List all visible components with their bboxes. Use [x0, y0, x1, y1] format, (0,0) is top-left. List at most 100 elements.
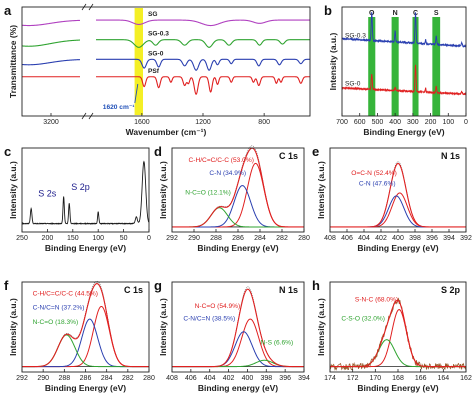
component-label: N-C=O (54.9%)	[195, 303, 241, 310]
plot-frame	[171, 281, 305, 373]
x-tick-label: 292	[16, 375, 28, 382]
x-tick-label: 166	[415, 375, 427, 382]
x-axis-label: Wavenumber (cm⁻¹)	[126, 127, 207, 137]
x-tick-label: 394	[298, 375, 310, 382]
x-tick-label: 288	[210, 235, 222, 242]
x-axis-label: Binding Energy (eV)	[363, 127, 444, 137]
annotation-arrow	[134, 83, 139, 104]
fit-component-0	[330, 192, 466, 228]
y-axis-label: Transmittance (%)	[8, 25, 18, 98]
fit-envelope	[330, 299, 466, 368]
x-tick-label: 200	[425, 119, 437, 126]
element-band-label: N	[393, 10, 398, 17]
component-label: N-S (6.6%)	[261, 339, 294, 346]
series-label: SG-0	[345, 80, 361, 87]
component-label: C-S-O (32.0%)	[341, 316, 385, 323]
x-tick-label: 406	[341, 235, 353, 242]
element-band-o	[368, 17, 376, 116]
x-tick-label: 396	[279, 375, 291, 382]
axis-break-mask-top	[83, 5, 93, 10]
x-tick-label: 150	[67, 235, 79, 242]
x-tick-label: 286	[80, 375, 92, 382]
x-tick-label: 290	[37, 375, 49, 382]
series-label: PSf	[148, 68, 160, 75]
x-tick-label: 282	[122, 375, 134, 382]
plot-frame	[341, 6, 467, 117]
x-tick-label: 400	[392, 235, 404, 242]
component-label: C-N (47.6%)	[359, 181, 396, 188]
x-tick-label: 172	[347, 375, 359, 382]
x-tick-label: 408	[166, 375, 178, 382]
x-tick-label: 1200	[195, 119, 211, 126]
series-label: SG	[148, 11, 158, 18]
x-tick-label: 174	[324, 375, 336, 382]
series-line-sg-left	[21, 19, 81, 27]
panel-letter-a: a	[4, 3, 12, 18]
peak-annotation: S 2s	[38, 189, 57, 199]
x-axis-label: Binding Energy (eV)	[357, 243, 438, 253]
plot-frame	[21, 6, 311, 117]
x-tick-label: 800	[258, 119, 270, 126]
y-axis-label: Intensity (a.u.)	[316, 298, 326, 356]
panel-e: O=C-N (52.4%) C-N (47.6%) N 1s 408 406 404 402…	[312, 144, 472, 253]
series-line-sg-0-left	[21, 59, 81, 66]
panel-a: SG SG-0.3 SG-0 PSf 1620 cm⁻¹ 3200 1600 1200 800 a…	[4, 3, 311, 137]
fit-component-2	[22, 334, 149, 368]
plot-frame	[21, 147, 150, 233]
x-tick-label: 100	[92, 235, 104, 242]
x-tick-label: 600	[354, 119, 366, 126]
y-axis-label: Intensity (a.u.)	[316, 161, 326, 219]
x-tick-label: 288	[58, 375, 70, 382]
panel-c: S 2s S 2p 250 200 150 100 50 0 c Binding Energy (…	[4, 144, 151, 253]
x-tick-label: 400	[389, 119, 401, 126]
x-tick-label: 404	[358, 235, 370, 242]
fit-envelope	[172, 288, 304, 368]
x-tick-label: 396	[426, 235, 438, 242]
peak-title: N 1s	[441, 151, 460, 161]
panel-letter-e: e	[312, 144, 319, 159]
axis-break-mask-bottom	[83, 114, 93, 119]
x-tick-label: 700	[336, 119, 348, 126]
x-tick-label: 394	[443, 235, 455, 242]
fit-envelope	[172, 147, 304, 228]
panel-letter-c: c	[4, 144, 11, 159]
panel-letter-f: f	[4, 278, 9, 293]
x-tick-label: 282	[276, 235, 288, 242]
fit-envelope	[330, 162, 466, 228]
series-label: SG-0.3	[345, 33, 366, 40]
x-tick-label: 162	[460, 375, 472, 382]
component-label: C-H/C=C/C-C (53.0%)	[189, 157, 254, 164]
fit-component-2	[172, 207, 304, 228]
x-tick-label: 280	[298, 235, 310, 242]
x-tick-label: 0	[464, 119, 468, 126]
panel-g: N-C=O (54.9%) C-N/C=N (38.5%) N-S (6.6%) N …	[154, 278, 310, 393]
series-label: SG-0.3	[148, 31, 169, 38]
x-axis-label: Binding Energy (eV)	[197, 243, 278, 253]
x-tick-label: 290	[188, 235, 200, 242]
x-tick-label: 250	[16, 235, 28, 242]
panel-letter-b: b	[324, 3, 332, 18]
component-label: C-N/C=N (38.5%)	[183, 316, 235, 323]
component-label: N-C=O (12.1%)	[185, 189, 231, 196]
component-label: O=C-N (52.4%)	[351, 170, 397, 177]
x-tick-label: 402	[375, 235, 387, 242]
series-line-psf-right	[96, 76, 310, 95]
element-band-s	[432, 17, 441, 116]
plot-frame	[329, 281, 467, 373]
peak-title: N 1s	[279, 285, 298, 295]
panel-letter-g: g	[154, 278, 162, 293]
annotation-1620: 1620 cm⁻¹	[103, 104, 135, 111]
x-axis-label: Binding Energy (eV)	[357, 383, 438, 393]
x-axis-label: Binding energy (eV)	[198, 383, 278, 393]
component-label: N-C=O (18.3%)	[33, 319, 79, 326]
x-tick-label: 50	[120, 235, 128, 242]
y-axis-label: Intensity (a.u.)	[158, 161, 168, 219]
x-tick-label: 3200	[43, 119, 59, 126]
panel-h: S-N-C (68.0%) C-S-O (32.0%) S 2p 174 172 170 1…	[312, 278, 472, 393]
series-line-sg-0.3-left	[21, 39, 81, 47]
x-axis-label: Binding Energy (eV)	[45, 243, 126, 253]
x-tick-label: 280	[143, 375, 155, 382]
x-tick-label: 0	[147, 235, 151, 242]
